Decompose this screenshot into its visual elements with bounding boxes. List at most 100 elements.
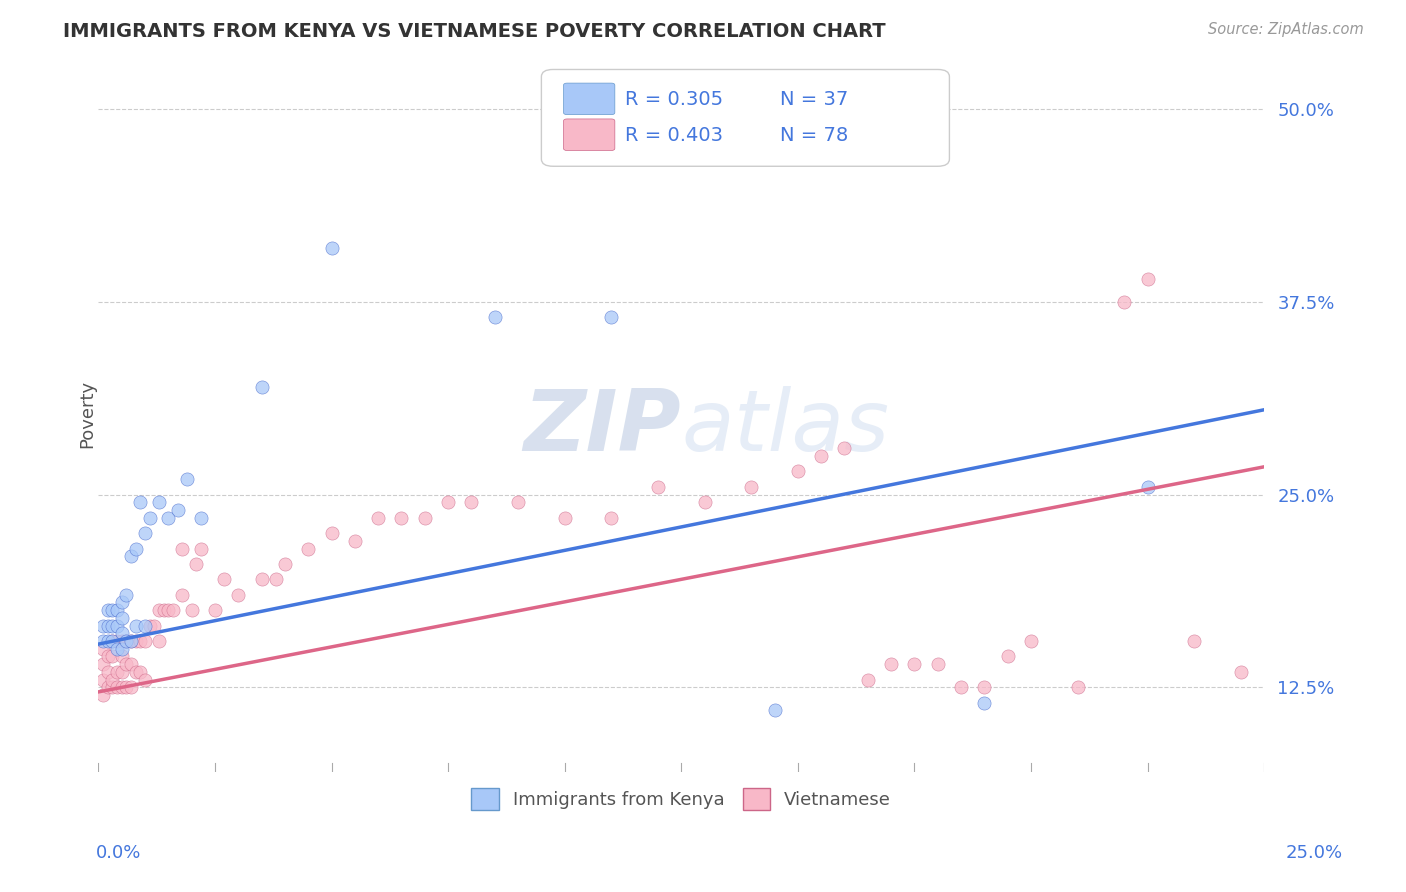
Point [148, 603, 170, 617]
Point [740, 480, 762, 494]
Point [91, 673, 114, 687]
Point [437, 495, 460, 509]
Point [91, 641, 114, 656]
Point [111, 611, 134, 625]
Point [134, 618, 156, 632]
Point [927, 657, 949, 672]
Point [129, 665, 152, 679]
FancyBboxPatch shape [564, 119, 614, 151]
Point [600, 510, 623, 524]
Point [367, 510, 389, 524]
Point [115, 634, 138, 648]
Point [138, 510, 160, 524]
FancyBboxPatch shape [564, 83, 614, 115]
Point [152, 603, 174, 617]
Point [176, 472, 198, 486]
Point [134, 673, 156, 687]
Point [973, 696, 995, 710]
Point [186, 557, 208, 571]
Point [111, 641, 134, 656]
Point [129, 495, 152, 509]
Point [264, 572, 287, 586]
Point [763, 703, 786, 717]
Text: 0.0%: 0.0% [96, 844, 141, 862]
Point [172, 541, 194, 556]
Point [125, 665, 148, 679]
Point [1019, 634, 1042, 648]
Point [111, 626, 134, 640]
Text: Source: ZipAtlas.com: Source: ZipAtlas.com [1208, 22, 1364, 37]
Point [162, 603, 184, 617]
Point [115, 588, 138, 602]
Point [101, 649, 124, 664]
Point [101, 634, 124, 648]
Point [274, 557, 297, 571]
Point [97, 603, 120, 617]
Point [1182, 634, 1205, 648]
Point [91, 688, 114, 702]
Text: atlas: atlas [682, 386, 889, 469]
Point [880, 657, 903, 672]
Point [190, 541, 212, 556]
Point [321, 241, 343, 255]
Point [111, 680, 134, 694]
Point [91, 618, 114, 632]
Text: N = 78: N = 78 [780, 126, 849, 145]
Point [143, 618, 166, 632]
Point [105, 641, 128, 656]
Point [105, 680, 128, 694]
Point [125, 618, 148, 632]
Point [297, 541, 319, 556]
Point [120, 634, 142, 648]
Text: R = 0.305: R = 0.305 [626, 90, 724, 109]
Point [97, 634, 120, 648]
Point [120, 634, 142, 648]
Point [554, 510, 576, 524]
Point [1230, 665, 1253, 679]
Point [973, 680, 995, 694]
Text: ZIP: ZIP [523, 386, 682, 469]
Point [115, 657, 138, 672]
Point [950, 680, 973, 694]
Point [157, 510, 180, 524]
Point [1136, 480, 1159, 494]
Point [111, 634, 134, 648]
FancyBboxPatch shape [541, 70, 949, 166]
Point [343, 533, 366, 548]
Point [97, 618, 120, 632]
Point [190, 510, 212, 524]
Point [226, 588, 249, 602]
Point [101, 673, 124, 687]
Point [997, 649, 1019, 664]
Point [111, 649, 134, 664]
Point [105, 618, 128, 632]
Point [786, 465, 808, 479]
Point [125, 634, 148, 648]
Point [413, 510, 436, 524]
Point [115, 680, 138, 694]
Point [834, 442, 856, 456]
Point [120, 657, 142, 672]
Text: R = 0.403: R = 0.403 [626, 126, 723, 145]
Point [97, 665, 120, 679]
Point [148, 634, 170, 648]
Point [91, 634, 114, 648]
Y-axis label: Poverty: Poverty [79, 379, 96, 448]
Point [903, 657, 925, 672]
Point [172, 588, 194, 602]
Point [105, 603, 128, 617]
Point [180, 603, 202, 617]
Point [810, 449, 832, 463]
Point [125, 541, 148, 556]
Legend: Immigrants from Kenya, Vietnamese: Immigrants from Kenya, Vietnamese [464, 780, 898, 817]
Point [1136, 271, 1159, 285]
Text: N = 37: N = 37 [780, 90, 849, 109]
Point [111, 665, 134, 679]
Point [138, 618, 160, 632]
Point [91, 657, 114, 672]
Point [101, 634, 124, 648]
Point [250, 572, 273, 586]
Point [693, 495, 716, 509]
Point [647, 480, 669, 494]
Point [97, 649, 120, 664]
